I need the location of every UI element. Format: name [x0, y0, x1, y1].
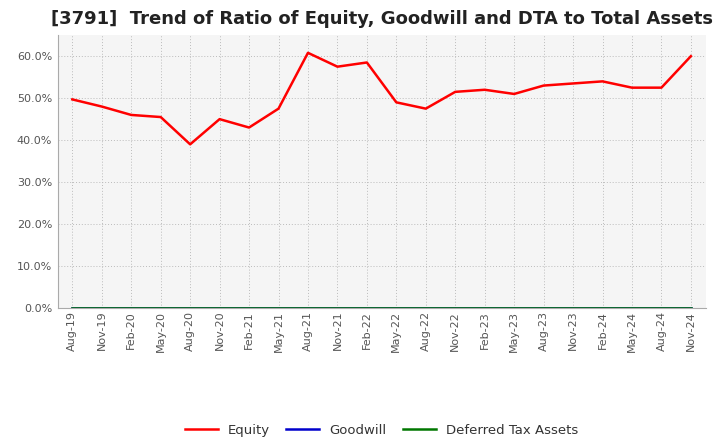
Goodwill — [274, 305, 283, 311]
Deferred Tax Assets — [598, 305, 607, 311]
Deferred Tax Assets — [421, 305, 430, 311]
Goodwill — [127, 305, 135, 311]
Equity — [598, 79, 607, 84]
Goodwill — [451, 305, 459, 311]
Goodwill — [392, 305, 400, 311]
Deferred Tax Assets — [539, 305, 548, 311]
Goodwill — [598, 305, 607, 311]
Deferred Tax Assets — [510, 305, 518, 311]
Goodwill — [687, 305, 696, 311]
Goodwill — [245, 305, 253, 311]
Goodwill — [304, 305, 312, 311]
Equity — [274, 106, 283, 111]
Equity — [628, 85, 636, 90]
Goodwill — [480, 305, 489, 311]
Goodwill — [186, 305, 194, 311]
Goodwill — [657, 305, 666, 311]
Equity — [97, 104, 106, 109]
Deferred Tax Assets — [68, 305, 76, 311]
Deferred Tax Assets — [215, 305, 224, 311]
Equity — [510, 92, 518, 97]
Goodwill — [97, 305, 106, 311]
Goodwill — [156, 305, 165, 311]
Equity — [215, 117, 224, 122]
Goodwill — [628, 305, 636, 311]
Equity — [186, 142, 194, 147]
Deferred Tax Assets — [245, 305, 253, 311]
Goodwill — [569, 305, 577, 311]
Deferred Tax Assets — [186, 305, 194, 311]
Deferred Tax Assets — [569, 305, 577, 311]
Goodwill — [215, 305, 224, 311]
Equity — [363, 60, 372, 65]
Deferred Tax Assets — [392, 305, 400, 311]
Deferred Tax Assets — [363, 305, 372, 311]
Equity — [480, 87, 489, 92]
Equity — [569, 81, 577, 86]
Equity — [127, 112, 135, 117]
Deferred Tax Assets — [333, 305, 342, 311]
Deferred Tax Assets — [274, 305, 283, 311]
Deferred Tax Assets — [156, 305, 165, 311]
Equity — [68, 97, 76, 102]
Equity — [451, 89, 459, 95]
Deferred Tax Assets — [628, 305, 636, 311]
Goodwill — [421, 305, 430, 311]
Deferred Tax Assets — [127, 305, 135, 311]
Goodwill — [333, 305, 342, 311]
Goodwill — [539, 305, 548, 311]
Equity — [304, 50, 312, 55]
Deferred Tax Assets — [451, 305, 459, 311]
Deferred Tax Assets — [687, 305, 696, 311]
Equity — [687, 54, 696, 59]
Equity — [392, 100, 400, 105]
Equity — [156, 114, 165, 120]
Equity — [657, 85, 666, 90]
Deferred Tax Assets — [657, 305, 666, 311]
Equity — [245, 125, 253, 130]
Deferred Tax Assets — [97, 305, 106, 311]
Deferred Tax Assets — [480, 305, 489, 311]
Line: Equity: Equity — [72, 53, 691, 144]
Equity — [333, 64, 342, 70]
Deferred Tax Assets — [304, 305, 312, 311]
Equity — [539, 83, 548, 88]
Goodwill — [363, 305, 372, 311]
Goodwill — [68, 305, 76, 311]
Title: [3791]  Trend of Ratio of Equity, Goodwill and DTA to Total Assets: [3791] Trend of Ratio of Equity, Goodwil… — [50, 10, 713, 28]
Legend: Equity, Goodwill, Deferred Tax Assets: Equity, Goodwill, Deferred Tax Assets — [179, 418, 584, 440]
Goodwill — [510, 305, 518, 311]
Equity — [421, 106, 430, 111]
